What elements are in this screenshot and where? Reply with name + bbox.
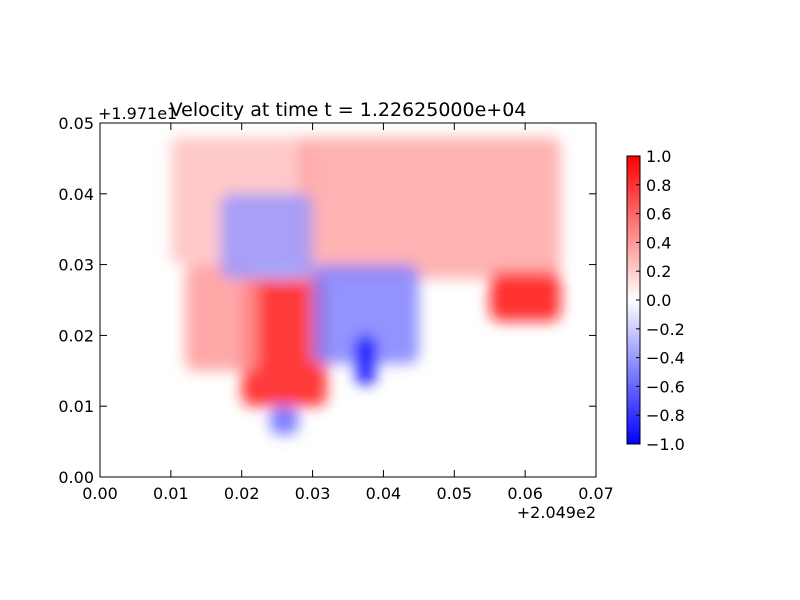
field-region xyxy=(312,264,419,364)
x-tick-label: 0.02 xyxy=(224,484,260,503)
x-axis: 0.00 0.01 0.02 0.03 0.04 0.05 0.06 0.07 xyxy=(82,123,614,503)
x-tick-label: 0.05 xyxy=(436,484,472,503)
y-tick-label: 0.01 xyxy=(58,397,94,416)
x-offset-label: +2.049e2 xyxy=(517,503,596,522)
x-tick-label: 0.03 xyxy=(295,484,331,503)
colorbar-tick-label: −1.0 xyxy=(646,435,685,454)
x-tick-label: 0.00 xyxy=(82,484,118,503)
colorbar-tick-label: −0.2 xyxy=(646,320,685,339)
y-tick-label: 0.02 xyxy=(58,326,94,345)
colorbar-tick-label: 1.0 xyxy=(646,147,671,166)
y-tick-label: 0.04 xyxy=(58,185,94,204)
x-tick-label: 0.06 xyxy=(507,484,543,503)
y-axis: 0.00 0.01 0.02 0.03 0.04 0.05 xyxy=(58,114,596,487)
x-tick-label: 0.04 xyxy=(366,484,402,503)
plot-frame xyxy=(99,122,597,478)
x-tick-label: 0.01 xyxy=(153,484,189,503)
chart-title: Velocity at time t = 1.22625000e+04 xyxy=(170,99,527,121)
field-regions xyxy=(170,137,561,435)
field-region xyxy=(489,271,561,322)
y-offset-label: +1.971e1 xyxy=(98,104,177,123)
velocity-heatmap xyxy=(100,123,596,477)
colorbar-tick-label: 0.2 xyxy=(646,262,671,281)
colorbar-tick-label: −0.6 xyxy=(646,377,685,396)
colorbar: −1.0 −0.8 −0.6 −0.4 −0.2 0.0 0.2 0.4 0.6 0.8 1.0 xyxy=(626,147,685,454)
colorbar-tick-label: 0.0 xyxy=(646,291,671,310)
y-tick-label: 0.03 xyxy=(58,256,94,275)
colorbar-tick-label: 0.6 xyxy=(646,205,671,224)
colorbar-tick-label: −0.8 xyxy=(646,406,685,425)
y-tick-label: 0.05 xyxy=(58,114,94,133)
field-region xyxy=(298,137,561,279)
colorbar-ticks: −1.0 −0.8 −0.6 −0.4 −0.2 0.0 0.2 0.4 0.6 0.8 1.0 xyxy=(636,147,685,454)
colorbar-tick-label: 0.8 xyxy=(646,176,671,195)
colorbar-tick-label: −0.4 xyxy=(646,349,685,368)
field-region xyxy=(270,406,299,435)
field-region xyxy=(185,264,256,371)
x-tick-label: 0.07 xyxy=(578,484,614,503)
y-tick-label: 0.00 xyxy=(58,468,94,487)
field-region xyxy=(241,278,327,407)
field-region xyxy=(355,335,377,385)
colorbar-tick-label: 0.4 xyxy=(646,233,671,252)
field-region xyxy=(220,193,313,279)
